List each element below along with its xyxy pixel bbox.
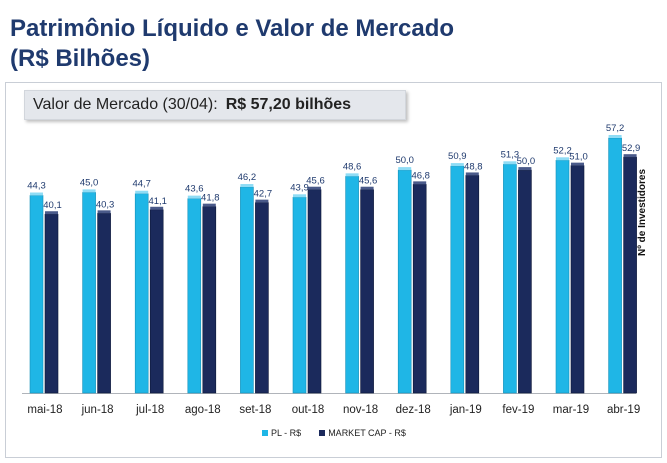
bar-market-cap-dez-18: [412, 184, 427, 394]
bar-market-cap-top-ago-18: [202, 203, 216, 207]
bar-pl-abr-19: [608, 137, 622, 394]
bar-market-cap-jun-18: [97, 213, 111, 394]
x-tick-label-jul-18: jul-18: [135, 404, 164, 416]
bar-pl-top-dez-18: [398, 167, 412, 171]
data-label-market-cap-dez-18: 46,8: [411, 170, 430, 181]
investors-axis-label: Nº de Investidores: [637, 168, 648, 256]
bar-market-cap-top-out-18: [308, 186, 321, 190]
bar-market-cap-fev-19: [518, 169, 532, 394]
data-label-pl-ago-18: 43,6: [185, 184, 204, 195]
x-tick-label-jun-18: jun-18: [81, 404, 114, 416]
data-label-pl-nov-18: 48,6: [343, 161, 362, 172]
bar-market-cap-out-18: [307, 189, 322, 394]
bar-market-cap-nov-18: [360, 189, 374, 394]
bar-pl-mar-19: [555, 159, 570, 394]
data-label-pl-jan-19: 50,9: [448, 151, 467, 162]
data-label-market-cap-set-18: 42,7: [254, 189, 273, 200]
bar-market-cap-mai-18: [44, 213, 59, 394]
data-label-market-cap-ago-18: 41,8: [201, 193, 220, 204]
x-tick-label-jan-19: jan-19: [449, 404, 482, 416]
bar-market-cap-mar-19: [570, 165, 585, 394]
bar-pl-top-mar-19: [556, 157, 569, 161]
bar-pl-top-out-18: [293, 194, 306, 198]
bar-pl-top-abr-19: [608, 135, 622, 138]
bar-pl-top-fev-19: [503, 161, 517, 165]
legend-swatch-pl: [262, 430, 268, 436]
legend-label-market-cap: MARKET CAP - R$: [328, 428, 406, 438]
legend-swatch-market-cap: [319, 430, 326, 436]
data-label-pl-mai-18: 44,3: [27, 181, 46, 192]
data-label-market-cap-out-18: 45,6: [306, 176, 325, 187]
bar-market-cap-top-dez-18: [413, 181, 427, 185]
chart-frame: [5, 82, 662, 458]
data-label-pl-set-18: 46,2: [238, 172, 257, 183]
bar-market-cap-top-jan-19: [465, 172, 479, 176]
bar-pl-top-jun-18: [82, 189, 96, 193]
bar-pl-set-18: [240, 186, 254, 394]
data-label-pl-fev-19: 51,3: [501, 149, 520, 160]
data-label-pl-abr-19: 57,2: [606, 123, 625, 134]
bar-pl-jun-18: [82, 192, 96, 394]
market-value-amount: R$ 57,20 bilhões: [225, 96, 352, 113]
data-label-pl-dez-18: 50,0: [395, 155, 414, 166]
market-value-label: Valor de Mercado (30/04):: [33, 96, 218, 113]
bar-pl-top-mai-18: [30, 192, 43, 196]
chart-subtitle: (R$ Bilhões): [10, 45, 151, 72]
bar-pl-jul-18: [134, 193, 149, 394]
x-tick-label-mai-18: mai-18: [27, 404, 62, 416]
bar-pl-mai-18: [29, 195, 44, 394]
bar-pl-top-jul-18: [135, 190, 149, 194]
bar-market-cap-top-mar-19: [571, 162, 584, 166]
market-value-box: Valor de Mercado (30/04): R$ 57,20 bilhõ…: [24, 90, 406, 120]
x-tick-label-abr-19: abr-19: [607, 404, 640, 416]
data-label-market-cap-mar-19: 51,0: [569, 152, 588, 163]
x-tick-label-dez-18: dez-18: [396, 404, 431, 416]
bar-pl-out-18: [292, 196, 307, 394]
data-label-pl-out-18: 43,9: [290, 182, 309, 193]
legend-item-market-cap: MARKET CAP - R$: [319, 428, 406, 438]
bar-pl-top-jan-19: [450, 163, 464, 167]
data-label-market-cap-jun-18: 40,3: [96, 199, 115, 210]
bar-market-cap-top-abr-19: [623, 154, 637, 158]
data-label-market-cap-fev-19: 50,0: [517, 156, 536, 167]
bar-pl-top-nov-18: [345, 173, 359, 177]
bar-market-cap-top-mai-18: [45, 211, 58, 215]
bar-market-cap-ago-18: [202, 206, 217, 394]
bar-pl-fev-19: [503, 164, 517, 394]
data-label-market-cap-nov-18: 45,6: [359, 176, 378, 187]
x-tick-label-nov-18: nov-18: [343, 404, 378, 416]
data-label-market-cap-mai-18: 40,1: [43, 200, 62, 211]
bar-pl-nov-18: [345, 176, 359, 394]
bar-market-cap-top-jul-18: [150, 206, 164, 210]
bar-market-cap-top-set-18: [255, 199, 269, 203]
x-tick-label-set-18: set-18: [239, 404, 271, 416]
data-label-pl-jul-18: 44,7: [132, 179, 151, 190]
bar-pl-ago-18: [187, 198, 202, 394]
bar-market-cap-top-jun-18: [97, 210, 111, 214]
data-label-market-cap-jul-18: 41,1: [148, 196, 167, 207]
chart-legend: PL - R$ MARKET CAP - R$: [262, 428, 406, 438]
data-label-market-cap-abr-19: 52,9: [622, 143, 641, 154]
legend-item-pl: PL - R$: [262, 428, 301, 438]
x-tick-label-fev-19: fev-19: [502, 404, 534, 416]
bar-market-cap-jan-19: [465, 175, 480, 394]
bar-market-cap-abr-19: [623, 156, 637, 394]
bar-pl-dez-18: [397, 169, 412, 394]
bar-pl-top-set-18: [240, 184, 254, 188]
legend-label-pl: PL - R$: [271, 428, 302, 438]
x-tick-label-ago-18: ago-18: [185, 404, 221, 416]
bar-market-cap-top-nov-18: [360, 186, 374, 190]
bar-pl-top-ago-18: [187, 195, 201, 199]
bar-market-cap-set-18: [255, 202, 269, 394]
bar-market-cap-top-fev-19: [518, 167, 532, 171]
data-label-market-cap-jan-19: 48,8: [464, 161, 483, 172]
bar-pl-jan-19: [450, 165, 465, 394]
chart-title: Patrimônio Líquido e Valor de Mercado: [10, 15, 455, 42]
x-tick-label-out-18: out-18: [292, 404, 325, 416]
data-label-pl-mar-19: 52,2: [553, 145, 572, 156]
bar-market-cap-jul-18: [149, 209, 164, 394]
data-label-pl-jun-18: 45,0: [80, 177, 99, 188]
x-tick-label-mar-19: mar-19: [553, 404, 589, 416]
